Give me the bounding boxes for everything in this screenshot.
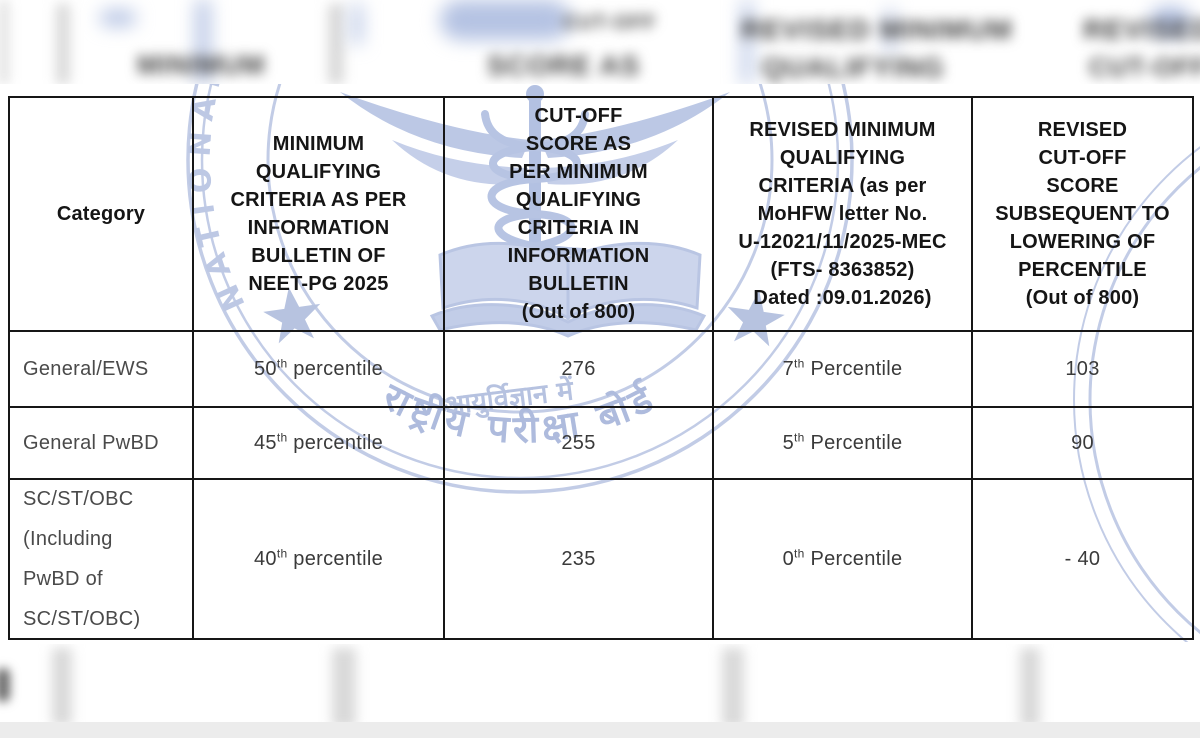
star-icon xyxy=(263,287,785,347)
gray-footer-strip xyxy=(0,722,1200,738)
blurred-header-echo-qualifying: QUALIFYING xyxy=(762,52,945,83)
cell-revised-cutoff-sc-st-obc: - 40 xyxy=(973,480,1194,640)
cell-min-qualifying-general-ews: 50th percentile xyxy=(194,332,445,408)
cell-cutoff-sc-st-obc: 235 xyxy=(445,480,714,640)
header-revised-cutoff: REVISED CUT-OFF SCORE SUBSEQUENT TO LOWE… xyxy=(973,98,1194,332)
cutoff-table: Category MINIMUM QUALIFYING CRITERIA AS … xyxy=(8,96,1194,640)
blurred-mark xyxy=(0,668,10,702)
cell-revised-criteria-general-ews: 7th Percentile xyxy=(714,332,973,408)
blurred-header-echo-revised: REVISED xyxy=(1083,14,1200,45)
blurred-header-echo-cutoff: CUT-OFF xyxy=(563,12,657,34)
cell-revised-criteria-general-pwbd: 5th Percentile xyxy=(714,408,973,480)
blurred-strip-top: MINIMUM CUT-OFF SCORE AS REVISED MINIMUM… xyxy=(0,0,1200,84)
blurred-header-echo-minimum: MINIMUM xyxy=(137,50,266,80)
header-min-qualifying-criteria: MINIMUM QUALIFYING CRITERIA AS PER INFOR… xyxy=(194,98,445,332)
blurred-header-echo-revised-minimum: REVISED MINIMUM xyxy=(741,14,1013,45)
cell-min-qualifying-general-pwbd: 45th percentile xyxy=(194,408,445,480)
header-cutoff-score: CUT-OFF SCORE AS PER MINIMUM QUALIFYING … xyxy=(445,98,714,332)
cell-revised-cutoff-general-ews: 103 xyxy=(973,332,1194,408)
open-book-icon xyxy=(429,241,707,338)
header-revised-min-qualifying: REVISED MINIMUM QUALIFYING CRITERIA (as … xyxy=(714,98,973,332)
cell-min-qualifying-sc-st-obc: 40th percentile xyxy=(194,480,445,640)
caduceus-icon xyxy=(340,85,730,286)
blurred-strip-bottom xyxy=(0,644,1200,738)
blurred-header-echo-cutoff2: CUT-OFF xyxy=(1089,52,1200,82)
cell-cutoff-general-pwbd: 255 xyxy=(445,408,714,480)
cell-cutoff-general-ews: 276 xyxy=(445,332,714,408)
header-category: Category xyxy=(10,98,194,332)
cell-revised-cutoff-general-pwbd: 90 xyxy=(973,408,1194,480)
cell-category-sc-st-obc: SC/ST/OBC (Including PwBD of SC/ST/OBC) xyxy=(10,480,194,640)
cell-category-general-pwbd: General PwBD xyxy=(10,408,194,480)
cell-category-general-ews: General/EWS xyxy=(10,332,194,408)
cell-revised-criteria-sc-st-obc: 0th Percentile xyxy=(714,480,973,640)
blurred-header-echo-score-as: SCORE AS xyxy=(487,50,641,81)
